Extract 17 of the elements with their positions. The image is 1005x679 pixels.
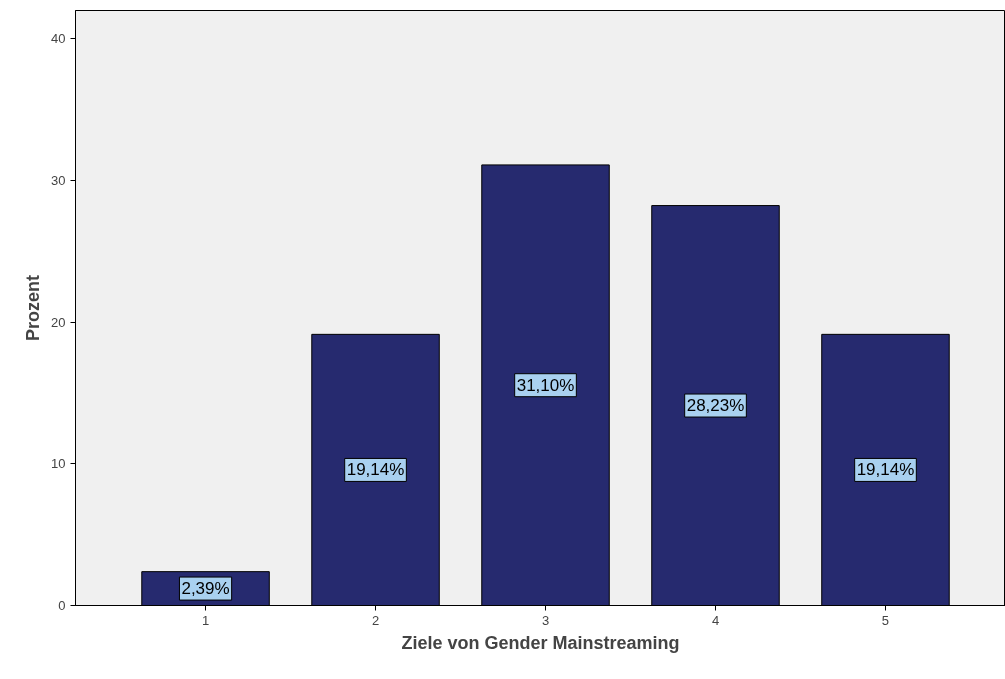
- data-label: 2,39%: [181, 579, 230, 599]
- y-tick-label: 40: [51, 31, 66, 47]
- y-tick-label: 30: [51, 173, 66, 188]
- y-tick-label: 0: [58, 598, 66, 613]
- x-axis-title: Ziele von Gender Mainstreaming: [401, 632, 680, 653]
- x-tick-label: 2: [371, 612, 380, 628]
- data-label: 31,10%: [516, 375, 575, 395]
- y-tick-label: 20: [51, 314, 66, 330]
- data-label: 28,23%: [686, 396, 745, 416]
- x-tick-label: 1: [201, 612, 210, 628]
- x-tick-label: 4: [711, 612, 720, 628]
- x-tick-label: 5: [881, 612, 890, 628]
- data-label: 19,14%: [856, 460, 915, 480]
- data-label: 19,14%: [346, 460, 405, 480]
- y-axis-title: Prozent: [23, 274, 44, 341]
- y-tick-label: 10: [51, 456, 66, 472]
- x-tick-label: 3: [541, 612, 550, 628]
